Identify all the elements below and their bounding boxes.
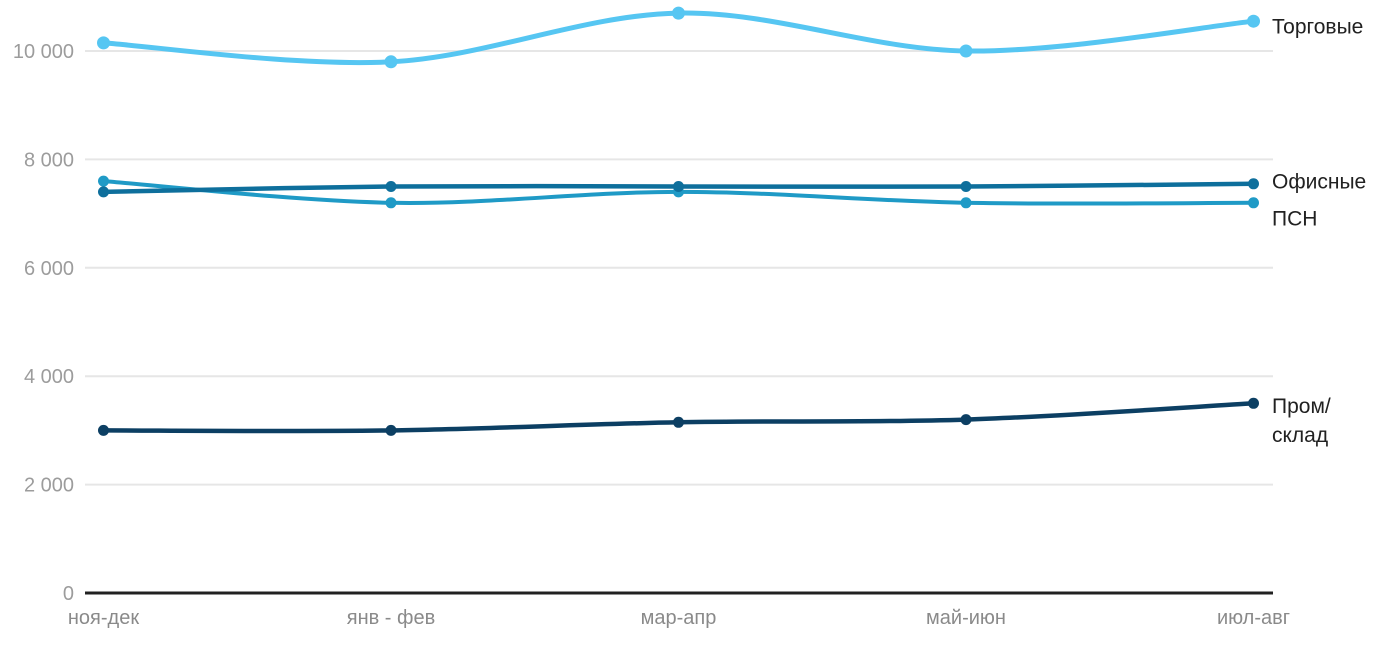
data-point-ofisnye-0[interactable] — [98, 186, 109, 198]
y-tick-label-4000: 4 000 — [24, 366, 74, 388]
data-point-psn-1[interactable] — [385, 197, 397, 209]
series-label-torgovye: Торговые — [1272, 15, 1364, 39]
data-point-prom-sklad-3[interactable] — [960, 414, 972, 426]
y-tick-label-6000: 6 000 — [24, 258, 74, 280]
data-point-psn-4[interactable] — [1248, 197, 1259, 209]
data-point-psn-0[interactable] — [98, 175, 109, 187]
data-point-ofisnye-3[interactable] — [960, 181, 972, 192]
series-label-ofisnye: Офисные — [1272, 170, 1367, 194]
data-point-prom-sklad-4[interactable] — [1248, 397, 1259, 409]
x-tick-label-2: мар-апр — [641, 607, 717, 629]
x-tick-label-1: янв - фев — [347, 607, 435, 629]
y-tick-label-0: 0 — [63, 583, 74, 605]
data-point-torgovye-2[interactable] — [672, 6, 685, 20]
series-label-prom-sklad: Пром/ склад — [1272, 395, 1331, 448]
data-point-prom-sklad-2[interactable] — [673, 416, 684, 428]
y-tick-label-8000: 8 000 — [24, 149, 74, 171]
data-point-ofisnye-2[interactable] — [673, 181, 684, 192]
series-line-torgovye — [101, 10, 1256, 66]
data-point-ofisnye-1[interactable] — [385, 181, 397, 192]
data-point-ofisnye-4[interactable] — [1248, 178, 1259, 190]
y-tick-label-2000: 2 000 — [24, 475, 74, 497]
x-tick-label-4: июл-авг — [1217, 607, 1290, 629]
data-point-prom-sklad-0[interactable] — [98, 424, 109, 436]
x-tick-label-0: ноя-дек — [68, 607, 139, 629]
y-tick-label-10000: 10 000 — [13, 41, 74, 63]
data-point-torgovye-3[interactable] — [959, 44, 973, 58]
data-point-prom-sklad-1[interactable] — [385, 424, 397, 436]
series-label-psn: ПСН — [1272, 207, 1318, 231]
data-point-torgovye-4[interactable] — [1247, 14, 1260, 28]
x-tick-label-3: май-июн — [926, 607, 1006, 629]
data-point-torgovye-1[interactable] — [384, 55, 398, 69]
data-point-psn-3[interactable] — [960, 197, 972, 209]
data-point-torgovye-0[interactable] — [97, 36, 110, 50]
